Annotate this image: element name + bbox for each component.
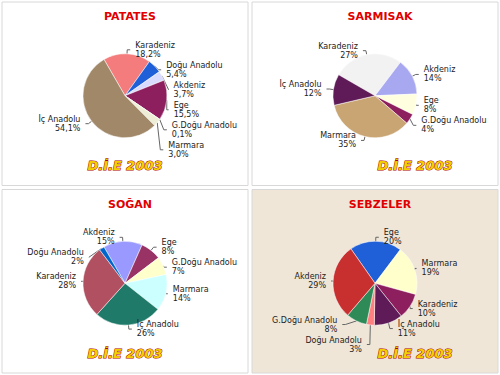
- svg-text:14%: 14%: [173, 294, 191, 303]
- svg-text:İç Anadolu: İç Anadolu: [279, 79, 321, 89]
- svg-text:Marmara: Marmara: [422, 259, 458, 268]
- svg-text:D.İ.E 2003: D.İ.E 2003: [87, 346, 162, 361]
- svg-text:11%: 11%: [398, 329, 416, 338]
- svg-text:27%: 27%: [340, 51, 358, 60]
- svg-text:G.Doğu Anadolu: G.Doğu Anadolu: [172, 121, 237, 130]
- svg-text:20%: 20%: [384, 237, 402, 246]
- svg-text:D.İ.E 2003: D.İ.E 2003: [377, 158, 452, 173]
- svg-text:26%: 26%: [137, 329, 155, 338]
- svg-text:Karadeniz: Karadeniz: [418, 300, 458, 309]
- svg-text:19%: 19%: [422, 268, 440, 277]
- svg-text:Ege: Ege: [424, 96, 439, 105]
- svg-text:8%: 8%: [325, 325, 338, 334]
- svg-text:3,0%: 3,0%: [168, 150, 189, 159]
- svg-text:29%: 29%: [308, 281, 326, 290]
- svg-text:Ege: Ege: [384, 228, 399, 237]
- svg-text:15,5%: 15,5%: [174, 110, 200, 119]
- svg-text:3,7%: 3,7%: [174, 90, 195, 99]
- svg-text:Marmara: Marmara: [168, 141, 204, 150]
- svg-text:14%: 14%: [424, 74, 442, 83]
- svg-text:İç Anadolu: İç Anadolu: [38, 114, 80, 124]
- svg-text:8%: 8%: [424, 105, 437, 114]
- svg-text:Ege: Ege: [162, 238, 177, 247]
- svg-text:18,2%: 18,2%: [135, 50, 161, 59]
- svg-text:Akdeniz: Akdeniz: [424, 65, 456, 74]
- svg-text:D.İ.E 2003: D.İ.E 2003: [377, 346, 452, 361]
- svg-text:İç Anadolu: İç Anadolu: [137, 319, 179, 329]
- svg-text:5,4%: 5,4%: [166, 70, 187, 79]
- svg-text:7%: 7%: [172, 267, 185, 276]
- svg-text:G.Doğu Anadolu: G.Doğu Anadolu: [172, 258, 237, 267]
- svg-text:İç Anadolu: İç Anadolu: [398, 319, 440, 329]
- svg-text:3%: 3%: [349, 345, 362, 354]
- svg-text:G.Doğu Anadolu: G.Doğu Anadolu: [272, 316, 337, 325]
- svg-text:D.İ.E 2003: D.İ.E 2003: [87, 158, 162, 173]
- svg-text:12%: 12%: [304, 89, 322, 98]
- svg-text:Marmara: Marmara: [320, 131, 356, 140]
- svg-text:Akdeniz: Akdeniz: [83, 228, 115, 237]
- svg-text:4%: 4%: [421, 125, 434, 134]
- svg-text:G.Doğu Anadolu: G.Doğu Anadolu: [421, 116, 486, 125]
- svg-text:SEBZELER: SEBZELER: [349, 198, 412, 211]
- svg-text:2%: 2%: [71, 257, 84, 266]
- svg-text:8%: 8%: [162, 247, 175, 256]
- svg-text:Doğu Anadolu: Doğu Anadolu: [166, 61, 222, 70]
- svg-text:Karadeniz: Karadeniz: [318, 42, 358, 51]
- svg-text:0,1%: 0,1%: [172, 130, 193, 139]
- svg-text:Akdeniz: Akdeniz: [294, 272, 326, 281]
- svg-text:Akdeniz: Akdeniz: [174, 81, 206, 90]
- svg-text:15%: 15%: [97, 237, 115, 246]
- svg-text:Doğu Anadolu: Doğu Anadolu: [305, 336, 361, 345]
- svg-text:54,1%: 54,1%: [55, 124, 81, 133]
- svg-text:SARMISAK: SARMISAK: [348, 10, 413, 23]
- svg-text:28%: 28%: [58, 281, 76, 290]
- svg-text:Marmara: Marmara: [173, 285, 209, 294]
- svg-text:10%: 10%: [418, 309, 436, 318]
- svg-text:35%: 35%: [338, 140, 356, 149]
- svg-text:Karadeniz: Karadeniz: [135, 41, 175, 50]
- svg-text:Ege: Ege: [174, 101, 189, 110]
- svg-text:Doğu Anadolu: Doğu Anadolu: [27, 248, 83, 257]
- svg-text:PATATES: PATATES: [104, 10, 156, 23]
- svg-text:SOĞAN: SOĞAN: [108, 198, 152, 211]
- svg-text:Karadeniz: Karadeniz: [36, 272, 76, 281]
